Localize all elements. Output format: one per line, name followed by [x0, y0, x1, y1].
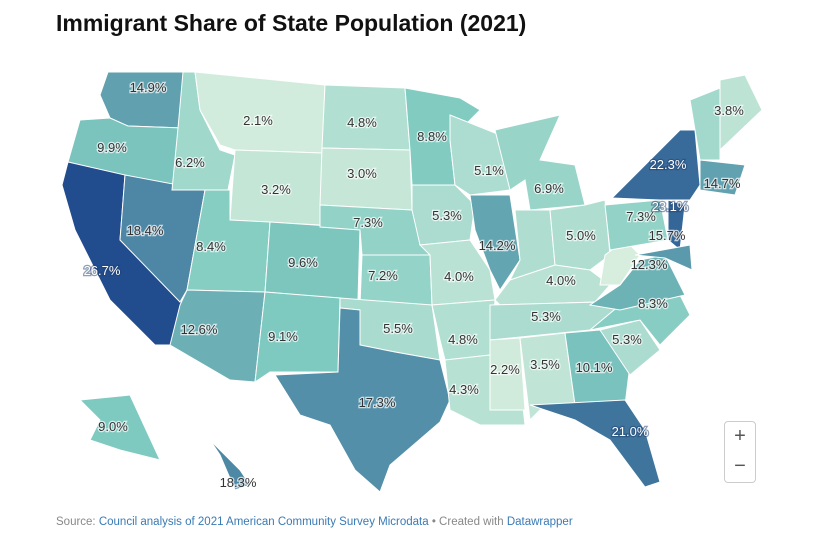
state-label-pa: 7.3% — [626, 209, 656, 224]
state-label-ak: 9.0% — [98, 419, 128, 434]
state-label-sd: 3.0% — [347, 166, 377, 181]
state-label-nc: 8.3% — [638, 296, 668, 311]
chart-title: Immigrant Share of State Population (202… — [56, 10, 527, 36]
zoom-in-button[interactable]: + — [724, 421, 756, 453]
state-label-ok: 5.5% — [383, 321, 413, 336]
state-label-fl: 21.0% — [612, 424, 649, 439]
state-label-md: 15.7% — [649, 228, 686, 243]
state-nm[interactable] — [254, 291, 341, 384]
state-label-mo: 4.0% — [444, 269, 474, 284]
state-label-ny: 22.3% — [650, 157, 687, 172]
state-ma[interactable] — [699, 159, 746, 196]
state-label-wy: 3.2% — [261, 182, 291, 197]
state-label-oh: 5.0% — [566, 228, 596, 243]
state-label-wa: 14.9% — [130, 80, 167, 95]
state-il[interactable] — [469, 194, 521, 291]
state-ak[interactable] — [78, 394, 161, 461]
state-ar[interactable] — [431, 299, 496, 361]
state-label-hi: 18.3% — [220, 475, 257, 490]
state-label-ut: 8.4% — [196, 239, 226, 254]
state-fl[interactable] — [529, 399, 661, 488]
state-label-tn: 5.3% — [531, 309, 561, 324]
state-nh[interactable] — [689, 87, 721, 161]
state-label-nv: 18.4% — [127, 223, 164, 238]
state-label-id: 6.2% — [175, 155, 205, 170]
state-label-ga: 10.1% — [576, 360, 613, 375]
state-label-ma: 14.7% — [704, 176, 741, 191]
state-label-ia: 5.3% — [432, 208, 462, 223]
state-label-va: 12.3% — [631, 257, 668, 272]
state-label-ky: 4.0% — [546, 273, 576, 288]
state-label-nj: 23.1% — [652, 199, 689, 214]
state-label-ks: 7.2% — [368, 268, 398, 283]
state-label-nm: 9.1% — [268, 329, 298, 344]
state-label-co: 9.6% — [288, 255, 318, 270]
state-label-mn: 8.8% — [417, 129, 447, 144]
state-label-or: 9.9% — [97, 140, 127, 155]
state-label-ne: 7.3% — [353, 215, 383, 230]
state-label-sc: 5.3% — [612, 332, 642, 347]
state-hi[interactable] — [209, 439, 251, 491]
state-me[interactable] — [719, 74, 763, 152]
state-sc[interactable] — [599, 319, 661, 376]
footer-separator: • Created with — [428, 516, 507, 528]
datawrapper-link[interactable]: Datawrapper — [506, 516, 573, 528]
state-label-me: 3.8% — [714, 103, 744, 118]
state-ny[interactable] — [610, 129, 701, 201]
state-label-al: 3.5% — [530, 357, 560, 372]
source-link[interactable]: Council analysis of 2021 American Commun… — [98, 516, 429, 528]
state-label-la: 4.3% — [449, 382, 479, 397]
state-label-ms: 2.2% — [490, 362, 520, 377]
state-label-wi: 5.1% — [474, 163, 504, 178]
source-prefix: Source: — [56, 516, 99, 528]
state-label-mt: 2.1% — [243, 113, 273, 128]
state-label-ca: 26.7% — [84, 263, 121, 278]
state-md[interactable] — [634, 244, 693, 271]
source-footer: Source: Council analysis of 2021 America… — [56, 516, 573, 528]
state-ms[interactable] — [489, 337, 526, 411]
state-tx[interactable] — [274, 307, 451, 493]
state-label-nd: 4.8% — [347, 115, 377, 130]
zoom-out-button[interactable]: − — [724, 452, 756, 483]
state-label-il: 14.2% — [479, 238, 516, 253]
state-label-ar: 4.8% — [448, 332, 478, 347]
state-label-mi: 6.9% — [534, 181, 564, 196]
state-label-az: 12.6% — [181, 322, 218, 337]
state-label-tx: 17.3% — [359, 395, 396, 410]
